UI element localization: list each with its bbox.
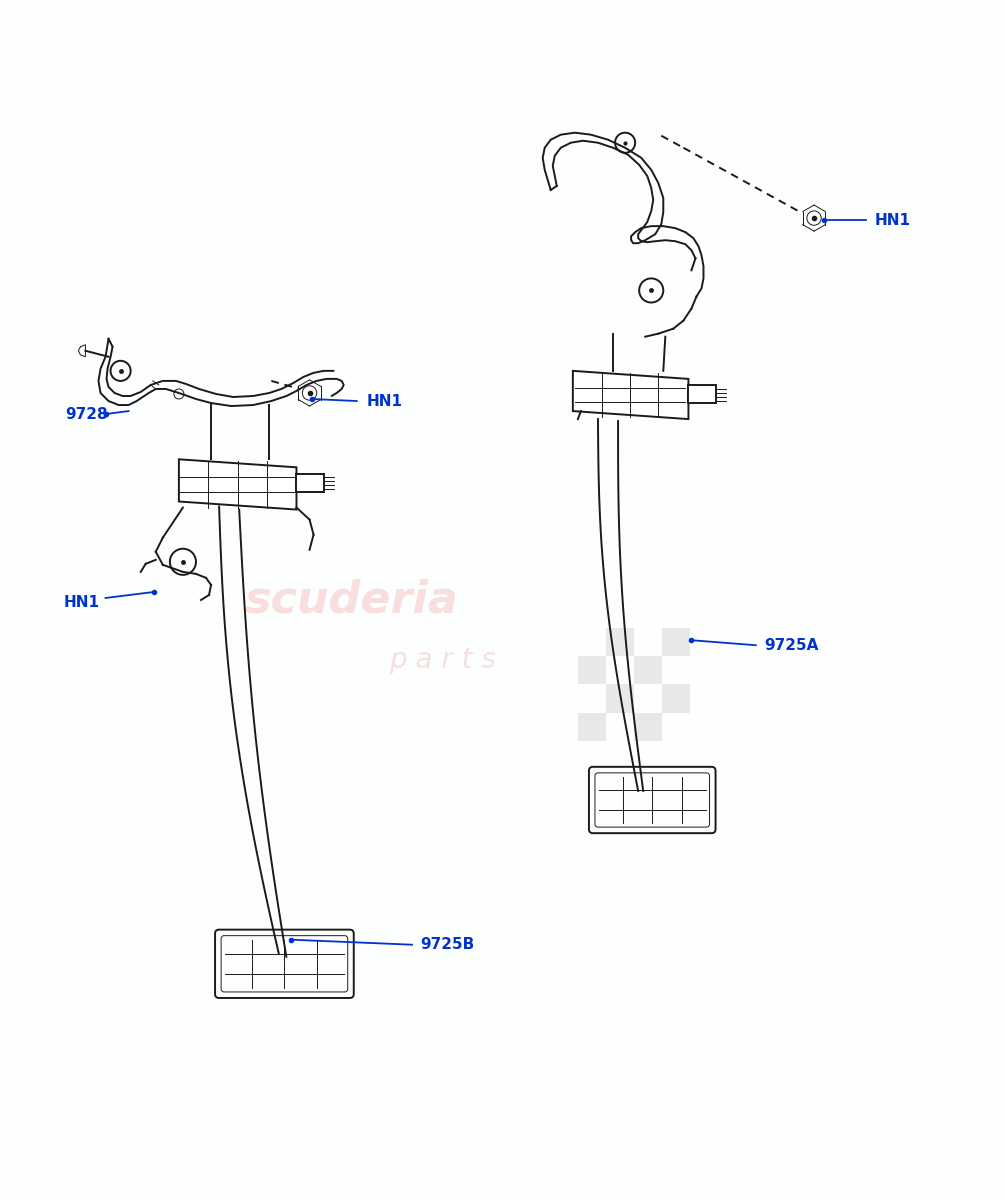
Polygon shape: [296, 474, 324, 492]
Polygon shape: [573, 371, 688, 419]
Circle shape: [303, 385, 317, 400]
Circle shape: [807, 211, 821, 226]
Text: 9725A: 9725A: [764, 637, 818, 653]
Text: scuderia: scuderia: [245, 578, 458, 622]
Bar: [606, 628, 634, 656]
Text: p a r t s: p a r t s: [389, 647, 495, 674]
Bar: [634, 713, 662, 740]
Bar: [662, 628, 690, 656]
Polygon shape: [688, 385, 716, 403]
Text: 9728: 9728: [65, 407, 108, 421]
Bar: [606, 684, 634, 713]
Bar: [634, 656, 662, 684]
Text: HN1: HN1: [367, 394, 403, 408]
Bar: [578, 656, 606, 684]
Bar: [578, 713, 606, 740]
Text: HN1: HN1: [63, 594, 99, 610]
Polygon shape: [179, 460, 296, 510]
Text: 9725B: 9725B: [420, 937, 474, 953]
Text: HN1: HN1: [874, 212, 911, 228]
Bar: [662, 684, 690, 713]
